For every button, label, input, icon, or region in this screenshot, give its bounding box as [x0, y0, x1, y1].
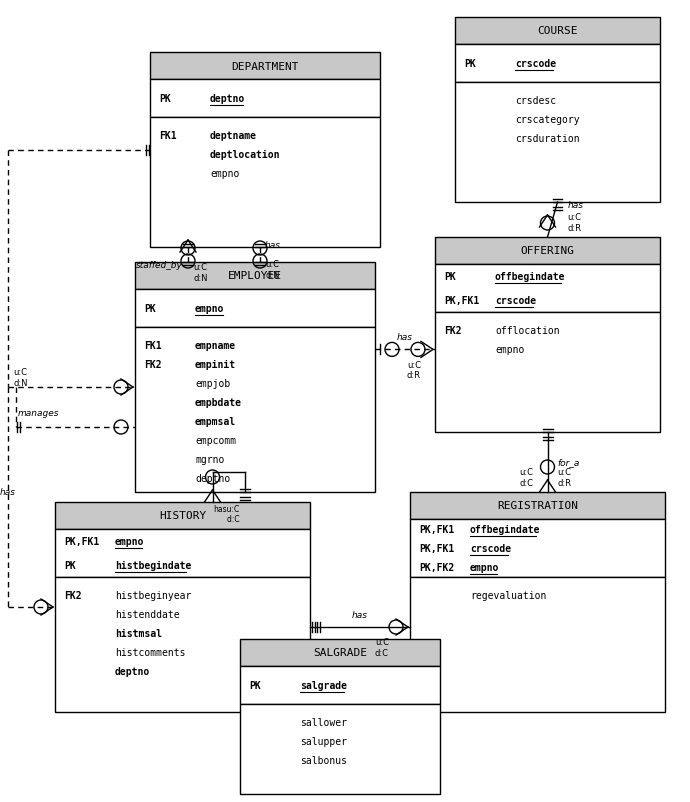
Text: PK: PK: [144, 304, 156, 314]
Text: histbeginyear: histbeginyear: [115, 590, 191, 600]
Bar: [240, 704, 440, 794]
Text: hasu:C
        d:C: hasu:C d:C: [208, 504, 240, 524]
Text: PK,FK2: PK,FK2: [419, 563, 454, 573]
Text: manages: manages: [18, 408, 59, 418]
Bar: [435, 265, 660, 313]
Text: FK2: FK2: [444, 326, 462, 335]
Text: empno: empno: [470, 563, 500, 573]
Text: has: has: [352, 610, 368, 619]
Bar: [150, 53, 380, 80]
Text: salupper: salupper: [300, 736, 347, 746]
Bar: [455, 18, 660, 45]
Bar: [240, 666, 440, 704]
Bar: [135, 327, 375, 492]
Text: histcomments: histcomments: [115, 647, 186, 657]
Bar: [150, 80, 380, 118]
Text: empbdate: empbdate: [195, 398, 242, 407]
Bar: [135, 290, 375, 327]
Text: mgrno: mgrno: [195, 455, 224, 464]
Text: regevaluation: regevaluation: [470, 590, 546, 600]
Text: deptno: deptno: [115, 666, 150, 676]
Bar: [410, 492, 665, 520]
Bar: [410, 577, 665, 712]
Bar: [435, 237, 660, 265]
Bar: [55, 529, 310, 577]
Bar: [55, 577, 310, 712]
Text: crscategory: crscategory: [515, 115, 580, 125]
Text: PK,FK1: PK,FK1: [444, 296, 480, 306]
Text: u:C
d:R: u:C d:R: [407, 360, 421, 379]
Text: SALGRADE: SALGRADE: [313, 648, 367, 658]
Text: empno: empno: [195, 304, 224, 314]
Bar: [55, 502, 310, 529]
Text: u:C
d:R: u:C d:R: [558, 468, 571, 487]
Text: histenddate: histenddate: [115, 610, 179, 619]
Text: crscode: crscode: [515, 59, 556, 69]
Text: PK: PK: [159, 94, 170, 104]
Text: empname: empname: [195, 341, 236, 350]
Text: PK,FK1: PK,FK1: [419, 524, 454, 534]
Bar: [135, 263, 375, 290]
Text: deptlocation: deptlocation: [210, 150, 281, 160]
Text: PK,FK1: PK,FK1: [419, 543, 454, 553]
Text: histmsal: histmsal: [115, 628, 162, 638]
Text: has: has: [265, 241, 281, 249]
Bar: [410, 520, 665, 577]
Text: empjob: empjob: [195, 379, 230, 388]
Text: salbonus: salbonus: [300, 755, 347, 765]
Text: REGISTRATION: REGISTRATION: [497, 501, 578, 511]
Text: offbegindate: offbegindate: [495, 272, 566, 282]
Text: HISTORY: HISTORY: [159, 511, 206, 520]
Bar: [455, 83, 660, 203]
Text: empinit: empinit: [195, 359, 236, 370]
Text: OFFERING: OFFERING: [520, 246, 575, 256]
Text: offlocation: offlocation: [495, 326, 560, 335]
Text: for_a: for_a: [558, 458, 580, 467]
Text: FK1: FK1: [144, 341, 161, 350]
Bar: [240, 639, 440, 666]
Text: FK2: FK2: [144, 359, 161, 370]
Text: PK: PK: [64, 561, 76, 570]
Text: u:C
d:N: u:C d:N: [193, 263, 208, 282]
Text: u:C
d:N: u:C d:N: [265, 260, 279, 279]
Bar: [455, 45, 660, 83]
Bar: [435, 313, 660, 432]
Text: u:C
d:C: u:C d:C: [520, 468, 533, 487]
Text: PK: PK: [464, 59, 475, 69]
Text: has: has: [0, 488, 16, 497]
Text: has: has: [397, 333, 413, 342]
Text: staffed_by: staffed_by: [136, 261, 183, 269]
Text: offbegindate: offbegindate: [470, 524, 540, 534]
Text: empno: empno: [495, 345, 524, 354]
Text: COURSE: COURSE: [538, 26, 578, 36]
Text: deptname: deptname: [210, 131, 257, 141]
Text: histbegindate: histbegindate: [115, 561, 191, 570]
Text: empno: empno: [115, 537, 144, 546]
Text: deptno: deptno: [210, 94, 245, 104]
Text: u:C
d:R: u:C d:R: [567, 213, 582, 233]
Text: u:C
d:C: u:C d:C: [375, 638, 389, 657]
Text: crscode: crscode: [470, 543, 511, 553]
Text: sallower: sallower: [300, 717, 347, 727]
Text: PK: PK: [444, 272, 456, 282]
Text: DEPARTMENT: DEPARTMENT: [231, 62, 299, 71]
Text: FK2: FK2: [64, 590, 81, 600]
Bar: [150, 118, 380, 248]
Text: crsdesc: crsdesc: [515, 96, 556, 106]
Text: deptno: deptno: [195, 473, 230, 484]
Text: u:C
d:N: u:C d:N: [13, 368, 28, 387]
Text: empcomm: empcomm: [195, 435, 236, 445]
Text: crsduration: crsduration: [515, 134, 580, 144]
Text: salgrade: salgrade: [300, 680, 347, 691]
Text: empno: empno: [210, 168, 239, 179]
Text: has: has: [567, 200, 584, 210]
Text: PK: PK: [249, 680, 261, 691]
Text: crscode: crscode: [495, 296, 536, 306]
Text: EMPLOYEE: EMPLOYEE: [228, 271, 282, 282]
Text: empmsal: empmsal: [195, 416, 236, 427]
Text: PK,FK1: PK,FK1: [64, 537, 99, 546]
Text: FK1: FK1: [159, 131, 177, 141]
